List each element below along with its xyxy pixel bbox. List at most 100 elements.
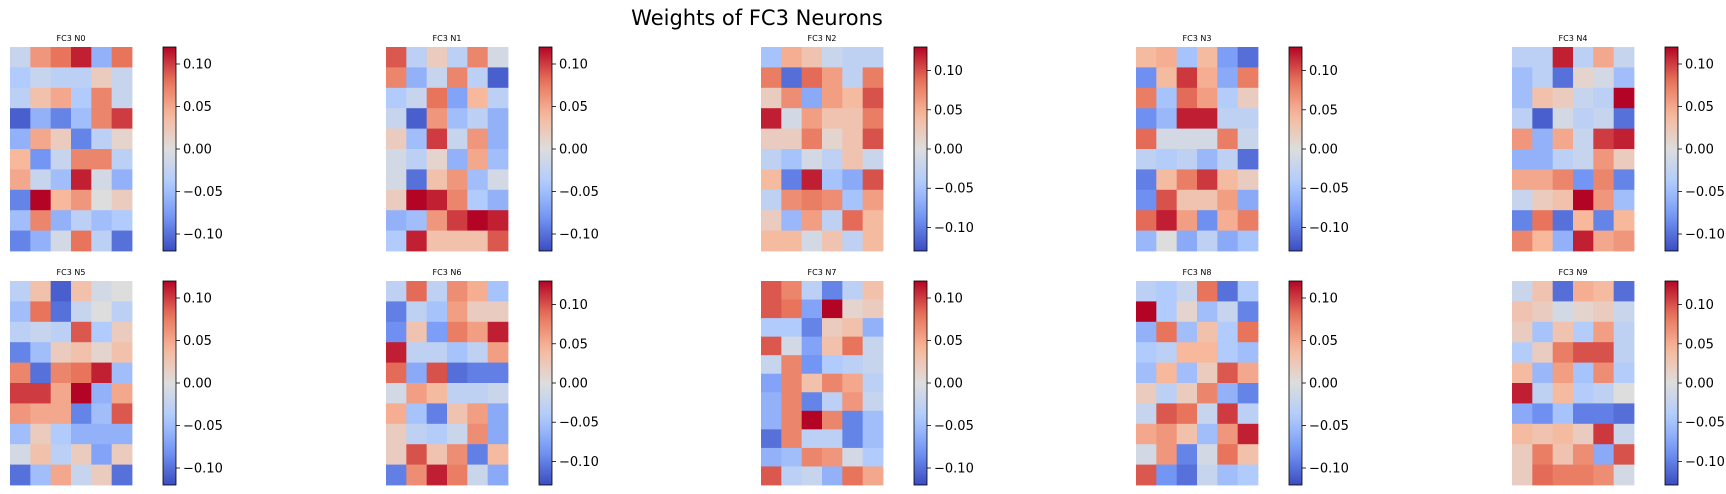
heatmap-cell (487, 210, 509, 231)
heatmap-cell (71, 321, 92, 343)
heatmap-cell (862, 149, 884, 170)
heatmap-cell (30, 128, 52, 150)
heatmap-cell (1197, 444, 1218, 465)
heatmap-cell (1217, 169, 1239, 191)
heatmap-cell (487, 342, 509, 363)
heatmap-cell (1176, 210, 1198, 231)
heatmap-cell (1552, 230, 1574, 252)
panel-title: FC3 N2 (808, 34, 837, 43)
heatmap-cell (10, 210, 31, 231)
heatmap-cell (487, 47, 509, 68)
heatmap-cell (822, 210, 843, 231)
heatmap-cell (1573, 149, 1594, 170)
heatmap-cell (822, 466, 843, 486)
heatmap-cell (1532, 301, 1554, 323)
heatmap-cell (1512, 383, 1533, 404)
colorbar-tick-label: 0.10 (183, 292, 212, 307)
heatmap-cell (406, 230, 428, 252)
heatmap-cell (30, 321, 52, 343)
heatmap-cell (406, 210, 428, 231)
heatmap-cell (386, 321, 407, 343)
heatmap-cell (447, 67, 468, 89)
heatmap-cell (1532, 169, 1554, 191)
heatmap-cell (1593, 169, 1615, 191)
colorbar-tick-label: 0.00 (559, 377, 588, 392)
heatmap-cell (1197, 321, 1218, 343)
heatmap-cell (386, 301, 407, 323)
heatmap-cell (1552, 301, 1574, 323)
heatmap-cell (1217, 301, 1239, 323)
heatmap-cell (426, 444, 448, 465)
colorbar-tick-label: 0.10 (559, 298, 588, 313)
heatmap-cell (111, 108, 133, 129)
heatmap-cell (111, 67, 133, 89)
heatmap-cell (10, 301, 31, 323)
colorbar (162, 46, 177, 252)
heatmap-cell (862, 281, 884, 300)
heatmap-cell (761, 169, 782, 191)
colorbar-tick-label: 0.10 (183, 58, 212, 73)
heatmap-panel: FC3 N1 0.10 0.05 0.00 −0.05 −0.10 (386, 34, 599, 252)
heatmap-cell (1217, 281, 1239, 302)
heatmap-cell (1552, 189, 1574, 211)
heatmap-cell (1573, 423, 1594, 445)
heatmap-cell (781, 429, 803, 449)
heatmap-cell (30, 87, 52, 109)
heatmap-cell (111, 444, 133, 465)
heatmap-cell (426, 281, 448, 302)
heatmap-cell (1197, 149, 1218, 170)
colorbar-tick-label: 0.05 (1309, 334, 1338, 349)
heatmap-cell (1237, 444, 1259, 465)
heatmap-cell (862, 318, 884, 338)
heatmap-cell (1176, 403, 1198, 425)
colorbar (538, 280, 553, 486)
colorbar-tick-label: 0.05 (1685, 337, 1714, 352)
heatmap-cell (30, 362, 52, 384)
heatmap-cell (406, 128, 428, 150)
heatmap-cell (781, 318, 803, 338)
heatmap-cell (842, 67, 864, 89)
heatmap-cell (1156, 321, 1178, 343)
heatmap-cell (1217, 128, 1239, 150)
heatmap-cell (91, 67, 113, 89)
heatmap-cell (862, 169, 884, 191)
heatmap-cell (1573, 362, 1594, 384)
colorbar (162, 280, 177, 486)
heatmap-cell (1613, 281, 1635, 302)
heatmap-cell (1237, 108, 1259, 129)
heatmap-cell (1136, 210, 1157, 231)
heatmap-cell (1136, 128, 1157, 150)
colorbar-tick-label: 0.10 (934, 292, 963, 307)
heatmap-cell (1593, 444, 1615, 465)
heatmap-cell (1552, 383, 1574, 404)
heatmap-cell (1197, 281, 1218, 302)
heatmap-cell (91, 362, 113, 384)
colorbar-tick-label: 0.10 (1309, 292, 1338, 307)
heatmap-cell (842, 87, 864, 109)
heatmap-cell (862, 447, 884, 467)
heatmap-cell (842, 447, 864, 467)
heatmap-cell (862, 336, 884, 356)
heatmap-cell (10, 189, 31, 211)
heatmap-cell (406, 321, 428, 343)
heatmap-cell (1512, 108, 1533, 129)
heatmap-cell (842, 392, 864, 412)
colorbar-tick-label: −0.10 (934, 221, 974, 236)
heatmap-cell (1197, 47, 1218, 68)
heatmap-cell (842, 373, 864, 393)
panel-title: FC3 N9 (1559, 268, 1588, 277)
heatmap-cell (1593, 210, 1615, 231)
heatmap-cell (467, 301, 489, 323)
heatmap-cell (1593, 281, 1615, 302)
heatmap-cell (1156, 108, 1178, 129)
heatmap-cell (1532, 47, 1554, 68)
heatmap-cell (1552, 67, 1574, 89)
heatmap-cell (1532, 149, 1554, 170)
colorbar-tick-label: 0.00 (1685, 377, 1714, 392)
heatmap-cell (467, 362, 489, 384)
heatmap-cell (1512, 362, 1533, 384)
heatmap-panel: FC3 N0 0.10 0.05 0.00 −0.05 −0.10 (10, 34, 223, 252)
heatmap-cell (386, 342, 407, 363)
heatmap-cell (467, 108, 489, 129)
heatmap-cell (1237, 403, 1259, 425)
